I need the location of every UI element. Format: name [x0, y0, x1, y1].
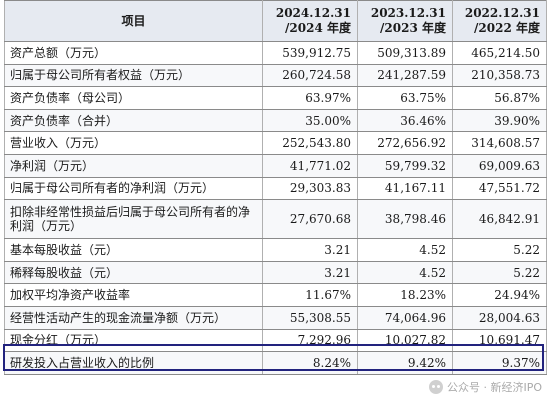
value-2022: 210,358.73 [452, 63, 547, 88]
table-row: 营业收入（万元） 252,543.80 272,656.92 314,608.57 [4, 131, 547, 155]
value-2024: 8.24% [262, 351, 358, 375]
table-row: 经营性活动产生的现金流量净额（万元） 55,308.55 74,064.96 28,0… [4, 305, 547, 330]
row-label: 归属于母公司所有者的净利润（万元） [4, 176, 263, 201]
table-row: 加权平均净资产收益率 11.67% 18.23% 24.94% [4, 283, 547, 307]
value-2023: 59,799.32 [357, 153, 453, 178]
value-2024: 260,724.58 [262, 63, 358, 88]
table-row: 归属于母公司所有者权益（万元） 260,724.58 241,287.59 210,3… [4, 63, 547, 88]
value-2023: 4.52 [357, 238, 453, 262]
header-item: 项目 [4, 0, 263, 42]
value-2023: 4.52 [357, 260, 453, 285]
header-2022-text: 2022.12.31/2022 年度 [464, 6, 540, 35]
value-2024: 3.21 [262, 238, 358, 262]
row-label: 净利润（万元） [4, 153, 263, 178]
table-row: 现金分红（万元） 7,292.96 10,027.82 10,691.47 [4, 328, 547, 353]
value-2024: 7,292.96 [262, 328, 358, 353]
value-2022: 24.94% [452, 283, 547, 307]
table-row: 资产负债率（合并） 35.00% 36.46% 39.90% [4, 108, 547, 133]
table-row: 基本每股收益（元） 3.21 4.52 5.22 [4, 238, 547, 262]
value-2022: 47,551.72 [452, 176, 547, 201]
financial-data-table: 项目 2024.12.31/2024 年度 2023.12.31/2023 年度… [4, 0, 547, 375]
value-2024: 41,771.02 [262, 153, 358, 178]
value-2022: 9.37% [452, 351, 547, 375]
value-2022: 56.87% [452, 86, 547, 110]
value-2022: 314,608.57 [452, 131, 547, 155]
value-2024: 11.67% [262, 283, 358, 307]
header-2022: 2022.12.31/2022 年度 [452, 0, 547, 42]
row-label: 营业收入（万元） [4, 131, 263, 155]
value-2024: 3.21 [262, 260, 358, 285]
table-header-row: 项目 2024.12.31/2024 年度 2023.12.31/2023 年度… [4, 0, 547, 42]
value-2024: 35.00% [262, 108, 358, 133]
value-2022: 10,691.47 [452, 328, 547, 353]
table-row: 资产负债率（母公司） 63.97% 63.75% 56.87% [4, 86, 547, 110]
value-2024: 252,543.80 [262, 131, 358, 155]
row-label: 资产负债率（合并） [4, 108, 263, 133]
value-2022: 465,214.50 [452, 41, 547, 65]
row-label: 研发投入占营业收入的比例 [4, 351, 263, 375]
value-2022: 5.22 [452, 238, 547, 262]
table-row: 归属于母公司所有者的净利润（万元） 29,303.83 41,167.11 47,55… [4, 176, 547, 201]
value-2023: 241,287.59 [357, 63, 453, 88]
header-2023: 2023.12.31/2023 年度 [357, 0, 453, 42]
value-2024: 55,308.55 [262, 305, 358, 330]
wechat-icon [428, 380, 443, 394]
row-label: 资产负债率（母公司） [4, 86, 263, 110]
value-2022: 69,009.63 [452, 153, 547, 178]
table-body: 资产总额（万元） 539,912.75 509,313.89 465,214.50 归属… [4, 41, 547, 375]
value-2023: 9.42% [357, 351, 453, 375]
value-2023: 272,656.92 [357, 131, 453, 155]
header-2024: 2024.12.31/2024 年度 [262, 0, 358, 42]
value-2023: 18.23% [357, 283, 453, 307]
watermark-text: 公众号 · 新经济IPO [446, 381, 542, 394]
table-row: 资产总额（万元） 539,912.75 509,313.89 465,214.50 [4, 41, 547, 65]
value-2023: 38,798.46 [357, 199, 453, 240]
value-2022: 5.22 [452, 260, 547, 285]
table-row: 净利润（万元） 41,771.02 59,799.32 69,009.63 [4, 153, 547, 178]
row-label: 现金分红（万元） [4, 328, 263, 353]
value-2023: 74,064.96 [357, 305, 453, 330]
value-2023: 36.46% [357, 108, 453, 133]
value-2022: 46,842.91 [452, 199, 547, 240]
value-2023: 41,167.11 [357, 176, 453, 201]
row-label: 扣除非经常性损益后归属于母公司所有者的净利润（万元） [4, 199, 263, 240]
watermark: 公众号 · 新经济IPO [428, 379, 542, 395]
value-2023: 10,027.82 [357, 328, 453, 353]
value-2022: 39.90% [452, 108, 547, 133]
row-label: 稀释每股收益（元） [4, 260, 263, 285]
row-label: 基本每股收益（元） [4, 238, 263, 262]
value-2023: 63.75% [357, 86, 453, 110]
table-row: 扣除非经常性损益后归属于母公司所有者的净利润（万元） 27,670.68 38,79… [4, 199, 547, 240]
row-label: 经营性活动产生的现金流量净额（万元） [4, 305, 263, 330]
header-2024-text: 2024.12.31/2024 年度 [275, 6, 351, 35]
value-2022: 28,004.63 [452, 305, 547, 330]
header-2023-text: 2023.12.31/2023 年度 [370, 6, 446, 35]
row-label: 归属于母公司所有者权益（万元） [4, 63, 263, 88]
table-row: 稀释每股收益（元） 3.21 4.52 5.22 [4, 260, 547, 285]
value-2024: 63.97% [262, 86, 358, 110]
value-2024: 29,303.83 [262, 176, 358, 201]
table-row: 研发投入占营业收入的比例 8.24% 9.42% 9.37% [4, 351, 547, 375]
value-2023: 509,313.89 [357, 41, 453, 65]
value-2024: 539,912.75 [262, 41, 358, 65]
value-2024: 27,670.68 [262, 199, 358, 240]
row-label: 加权平均净资产收益率 [4, 283, 263, 307]
row-label: 资产总额（万元） [4, 41, 263, 65]
